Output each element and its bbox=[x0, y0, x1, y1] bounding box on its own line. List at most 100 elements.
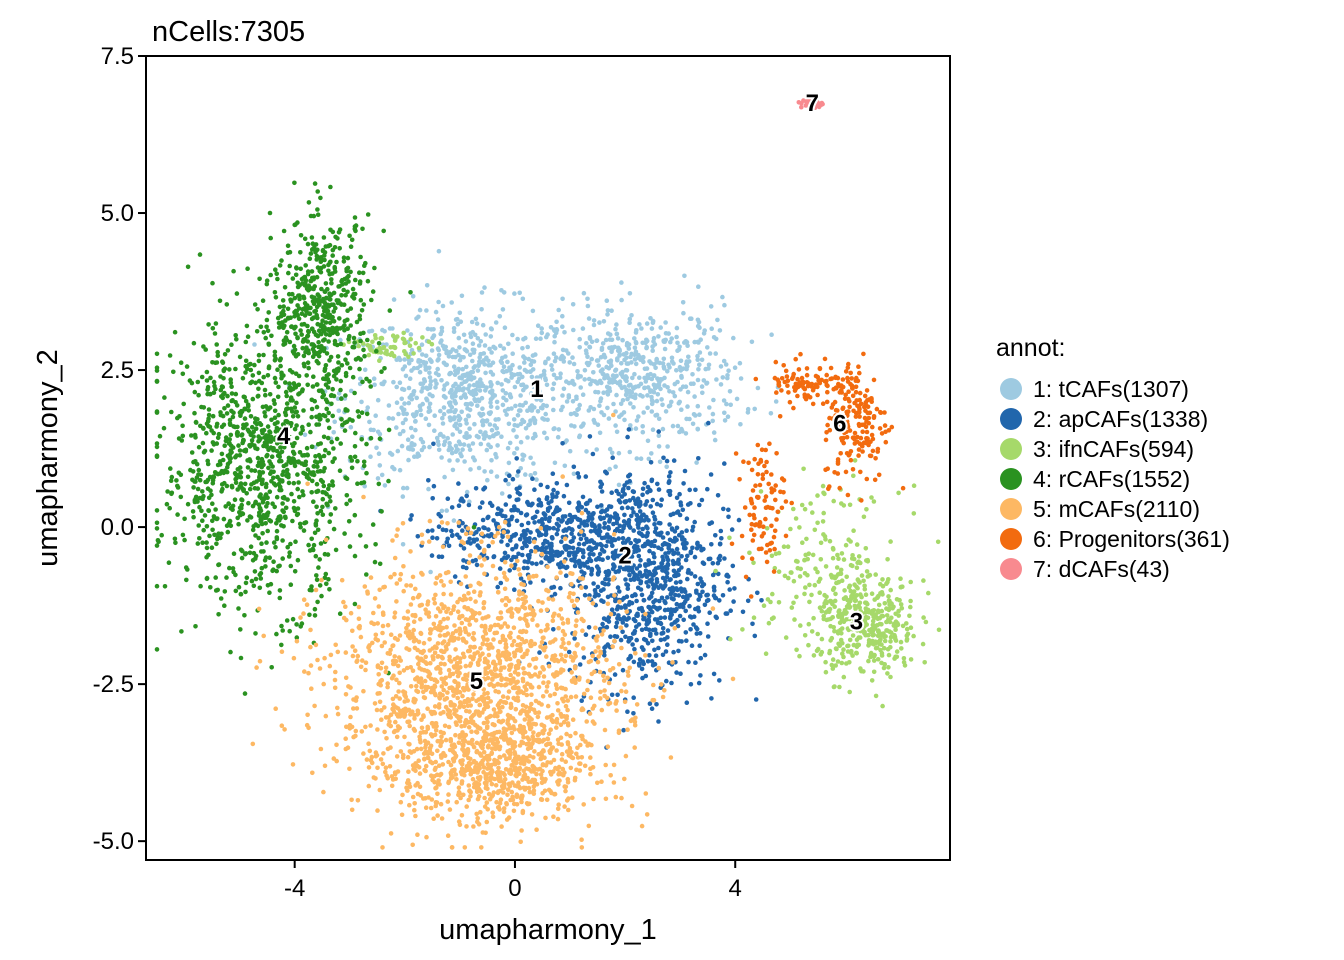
data-point bbox=[439, 328, 445, 334]
data-point bbox=[353, 228, 358, 234]
data-point bbox=[242, 691, 248, 696]
data-point bbox=[700, 560, 706, 565]
data-point bbox=[471, 631, 477, 636]
data-point bbox=[696, 284, 701, 290]
data-point bbox=[823, 659, 828, 665]
data-point bbox=[377, 358, 382, 364]
data-point bbox=[669, 612, 674, 617]
data-point bbox=[802, 557, 808, 563]
data-point bbox=[654, 412, 660, 418]
data-point bbox=[628, 540, 633, 546]
data-point bbox=[584, 449, 589, 454]
data-point bbox=[214, 342, 219, 347]
data-point bbox=[877, 615, 883, 621]
data-point bbox=[896, 490, 901, 496]
data-point bbox=[850, 633, 856, 638]
data-point bbox=[660, 575, 666, 581]
data-point bbox=[560, 347, 566, 353]
data-point bbox=[313, 553, 319, 559]
data-point bbox=[678, 500, 683, 505]
data-point bbox=[557, 375, 563, 381]
data-point bbox=[318, 454, 323, 460]
data-point bbox=[584, 341, 589, 346]
data-point bbox=[520, 403, 525, 408]
data-point bbox=[607, 385, 612, 391]
data-point bbox=[328, 354, 334, 360]
data-point bbox=[245, 334, 251, 340]
data-point bbox=[532, 641, 538, 647]
data-point bbox=[478, 377, 483, 382]
data-point bbox=[376, 604, 382, 609]
data-point bbox=[644, 344, 649, 350]
data-point bbox=[562, 330, 567, 335]
data-point bbox=[438, 431, 443, 437]
data-point bbox=[487, 389, 493, 395]
data-point bbox=[333, 506, 338, 511]
data-point bbox=[357, 316, 363, 322]
data-point bbox=[534, 386, 539, 391]
data-point bbox=[181, 401, 186, 407]
data-point bbox=[464, 364, 469, 370]
data-point bbox=[366, 352, 372, 358]
data-point bbox=[274, 425, 280, 431]
data-point bbox=[269, 665, 275, 670]
data-point bbox=[727, 389, 733, 394]
data-point bbox=[508, 366, 514, 372]
data-point bbox=[845, 643, 850, 649]
data-point bbox=[677, 429, 682, 435]
data-point bbox=[403, 373, 409, 379]
data-point bbox=[802, 506, 808, 512]
data-point bbox=[281, 509, 287, 515]
data-point bbox=[702, 602, 708, 608]
data-point bbox=[377, 561, 383, 567]
data-point bbox=[651, 560, 657, 566]
data-point bbox=[690, 372, 695, 377]
data-point bbox=[656, 334, 661, 339]
data-point bbox=[560, 404, 565, 410]
data-point bbox=[439, 455, 444, 460]
data-point bbox=[436, 554, 442, 559]
data-point bbox=[201, 450, 207, 455]
data-point bbox=[292, 508, 298, 514]
data-point bbox=[200, 518, 205, 523]
data-point bbox=[258, 508, 264, 513]
data-point bbox=[815, 569, 820, 575]
data-point bbox=[499, 360, 505, 366]
data-point bbox=[603, 576, 608, 582]
data-point bbox=[316, 340, 321, 345]
data-point bbox=[321, 412, 326, 418]
data-point bbox=[397, 431, 403, 437]
data-point bbox=[196, 523, 201, 528]
data-point bbox=[769, 332, 774, 338]
data-point bbox=[218, 387, 224, 393]
data-point bbox=[303, 263, 309, 268]
data-point bbox=[162, 395, 167, 400]
data-point bbox=[677, 512, 683, 518]
data-point bbox=[351, 344, 357, 350]
data-point bbox=[503, 477, 508, 483]
data-point bbox=[311, 245, 317, 251]
data-point bbox=[645, 438, 651, 444]
data-point bbox=[381, 751, 386, 756]
data-point bbox=[536, 497, 542, 503]
data-point bbox=[242, 481, 248, 487]
data-point bbox=[230, 414, 236, 420]
data-point bbox=[410, 294, 416, 299]
data-point bbox=[302, 432, 308, 438]
data-point bbox=[534, 375, 540, 380]
data-point bbox=[839, 551, 845, 556]
data-point bbox=[292, 463, 298, 469]
data-point bbox=[435, 317, 441, 322]
data-point bbox=[412, 454, 417, 460]
data-point bbox=[529, 561, 535, 566]
data-point bbox=[294, 266, 299, 271]
data-point bbox=[502, 408, 508, 414]
data-point bbox=[243, 589, 248, 595]
data-point bbox=[317, 557, 323, 562]
data-point bbox=[755, 590, 760, 596]
data-point bbox=[554, 494, 559, 499]
data-point bbox=[827, 648, 833, 654]
data-point bbox=[453, 401, 459, 406]
data-point bbox=[491, 554, 497, 559]
data-point bbox=[749, 339, 755, 345]
